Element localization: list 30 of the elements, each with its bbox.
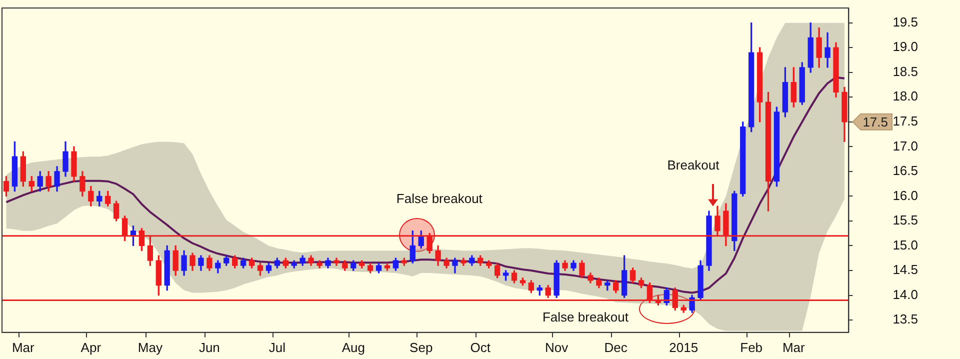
- text: 17.5: [862, 114, 888, 130]
- annotation: Breakout: [667, 158, 720, 173]
- x-tick-label: Sep: [410, 340, 433, 355]
- y-tick-label: 17.5: [892, 113, 918, 128]
- y-tick-label: 18.0: [892, 88, 918, 104]
- annotation: False breakout: [396, 190, 483, 206]
- y-tick-label: 15.0: [892, 237, 918, 252]
- x-tick-label: May: [138, 340, 163, 355]
- y-tick-label: 18.5: [892, 64, 918, 79]
- x-tick-label: Apr: [80, 340, 102, 355]
- y-tick-label: 17.0: [892, 138, 918, 154]
- x-tick-label: Oct: [470, 340, 491, 355]
- y-tick-label: 14.5: [892, 262, 918, 278]
- y-tick-label: 16.0: [892, 188, 918, 203]
- x-tick-label: Dec: [604, 340, 628, 355]
- x-tick-label: Jun: [198, 340, 220, 355]
- y-tick-label: 19.0: [892, 39, 918, 54]
- x-tick-label: Aug: [342, 340, 365, 355]
- x-tick-label: Nov: [545, 340, 569, 355]
- x-tick-label: 2015: [669, 340, 698, 355]
- y-tick-label: 13.5: [892, 312, 918, 327]
- y-tick-label: 15.5: [892, 212, 918, 228]
- y-tick-label: 19.5: [892, 14, 918, 30]
- annotation: False breakout: [542, 310, 629, 325]
- x-tick-label: Jul: [268, 340, 286, 355]
- y-tick-label: 16.5: [892, 163, 918, 178]
- y-tick-label: 14.0: [892, 286, 918, 302]
- x-tick-label: Mar: [12, 340, 36, 355]
- x-tick-label: Feb: [740, 340, 763, 355]
- x-tick-label: Mar: [782, 340, 806, 355]
